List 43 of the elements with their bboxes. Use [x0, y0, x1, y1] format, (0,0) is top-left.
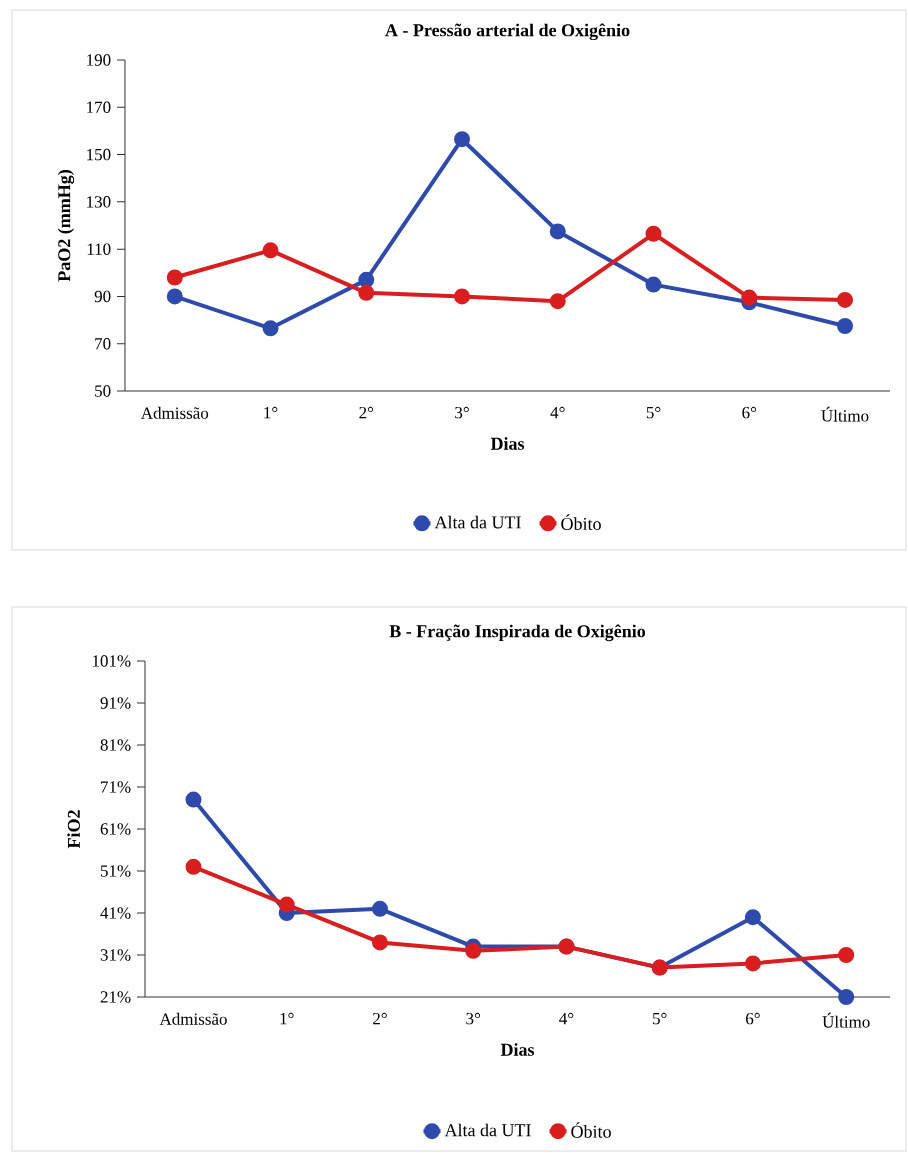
x-tick-label: 3° — [466, 1012, 481, 1025]
y-tick-label: 61% — [100, 823, 131, 835]
y-tick-label: 170 — [87, 101, 111, 114]
x-tick-label: 4° — [550, 406, 565, 419]
legend-label: Óbito — [571, 1122, 611, 1138]
y-tick-label: 41% — [100, 907, 131, 919]
chart-title: A - Pressão arterial de Oxigênio — [385, 23, 630, 41]
x-tick-label: Último — [821, 406, 869, 422]
x-tick-label: 2° — [359, 406, 374, 419]
legend-label: Alta da UTI — [444, 1123, 531, 1137]
x-tick-label: 1° — [264, 406, 278, 419]
y-tick-label: 70 — [95, 337, 111, 350]
y-axis-title: FiO2 — [67, 810, 80, 849]
x-tick-label: 6° — [742, 406, 757, 419]
chart-title: B - Fração Inspirada de Oxigênio — [389, 624, 646, 642]
x-tick-label: 6° — [746, 1012, 760, 1025]
y-tick-label: 90 — [94, 290, 111, 303]
x-tick-label: 1° — [280, 1012, 294, 1025]
x-tick-label: 5° — [646, 406, 661, 419]
legend-label: Óbito — [561, 514, 601, 530]
y-tick-label: 50 — [95, 385, 111, 397]
x-tick-label: Último — [822, 1012, 870, 1028]
x-axis-title: Dias — [500, 1043, 535, 1056]
y-tick-label: 71% — [101, 781, 131, 793]
x-axis-title: Dias — [490, 437, 525, 450]
x-tick-label: 4° — [559, 1012, 574, 1025]
legend-label: Alta da UTI — [434, 515, 521, 529]
x-tick-label: 2° — [373, 1012, 387, 1025]
y-tick-label: 51% — [100, 865, 131, 877]
y-tick-label: 150 — [87, 148, 111, 161]
y-tick-label: 110 — [87, 243, 111, 255]
y-tick-label: 130 — [87, 196, 111, 208]
y-axis-title: PaO2 (mmHg) — [57, 170, 75, 282]
y-tick-label: 21% — [100, 991, 131, 1003]
x-tick-label: Admissão — [159, 1012, 227, 1025]
x-tick-label: 5° — [653, 1012, 667, 1025]
y-tick-label: 31% — [100, 949, 131, 961]
y-tick-label: 101% — [92, 655, 131, 667]
y-tick-label: 81% — [100, 739, 131, 751]
y-tick-label: 190 — [87, 54, 111, 66]
x-tick-label: 3° — [455, 406, 469, 419]
y-tick-label: 91% — [100, 697, 131, 709]
x-tick-label: Admissão — [140, 406, 209, 419]
